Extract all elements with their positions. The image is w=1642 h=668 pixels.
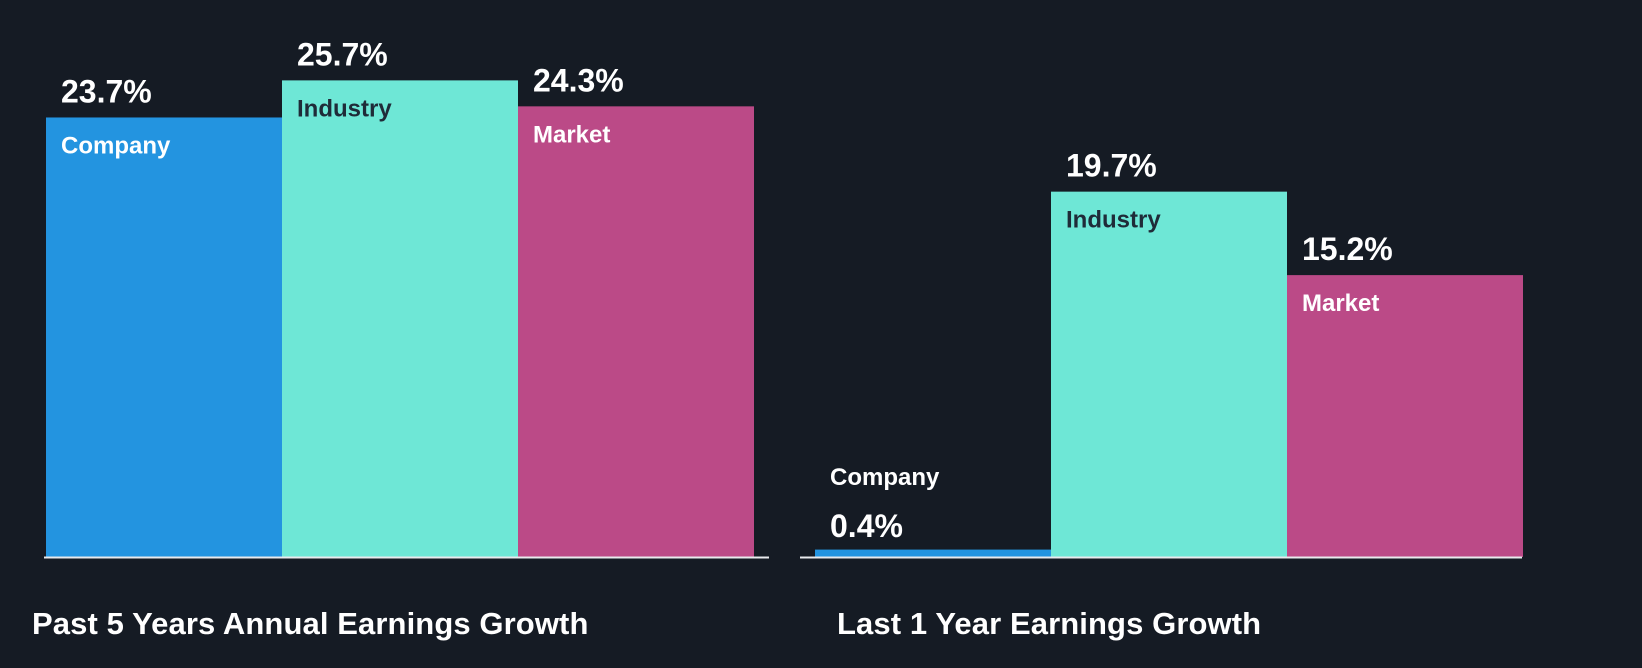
chart-panel-past-5-years: 23.7% Company 25.7% Industry 24.3% Market Pas… bbox=[0, 0, 820, 668]
value-label-industry: 25.7% bbox=[297, 36, 388, 72]
category-label-company: Company bbox=[830, 464, 940, 491]
bar-market bbox=[518, 106, 754, 557]
chart-title: Past 5 Years Annual Earnings Growth bbox=[32, 606, 589, 641]
bar-industry bbox=[1051, 191, 1287, 557]
bar-company bbox=[815, 549, 1051, 557]
bar-industry bbox=[282, 80, 518, 557]
value-label-industry: 19.7% bbox=[1066, 148, 1157, 184]
value-label-market: 24.3% bbox=[533, 62, 624, 98]
bar-chart-last-1-year: 0.4% Company 19.7% Industry 15.2% Market bbox=[800, 148, 1523, 559]
bar-chart-past-5-years: 23.7% Company 25.7% Industry 24.3% Market bbox=[44, 36, 769, 559]
bar-company bbox=[46, 117, 282, 558]
bar-market bbox=[1287, 275, 1523, 557]
category-label-industry: Industry bbox=[1066, 207, 1161, 234]
value-label-company: 23.7% bbox=[61, 73, 152, 109]
category-label-market: Market bbox=[1302, 290, 1379, 317]
category-label-market: Market bbox=[533, 121, 610, 148]
value-label-company: 0.4% bbox=[830, 508, 903, 544]
chart-panel-last-1-year: 0.4% Company 19.7% Industry 15.2% Market Last… bbox=[800, 0, 1642, 668]
category-label-industry: Industry bbox=[297, 95, 392, 122]
chart-title: Last 1 Year Earnings Growth bbox=[837, 606, 1262, 641]
category-label-company: Company bbox=[61, 132, 171, 159]
value-label-market: 15.2% bbox=[1302, 231, 1393, 267]
